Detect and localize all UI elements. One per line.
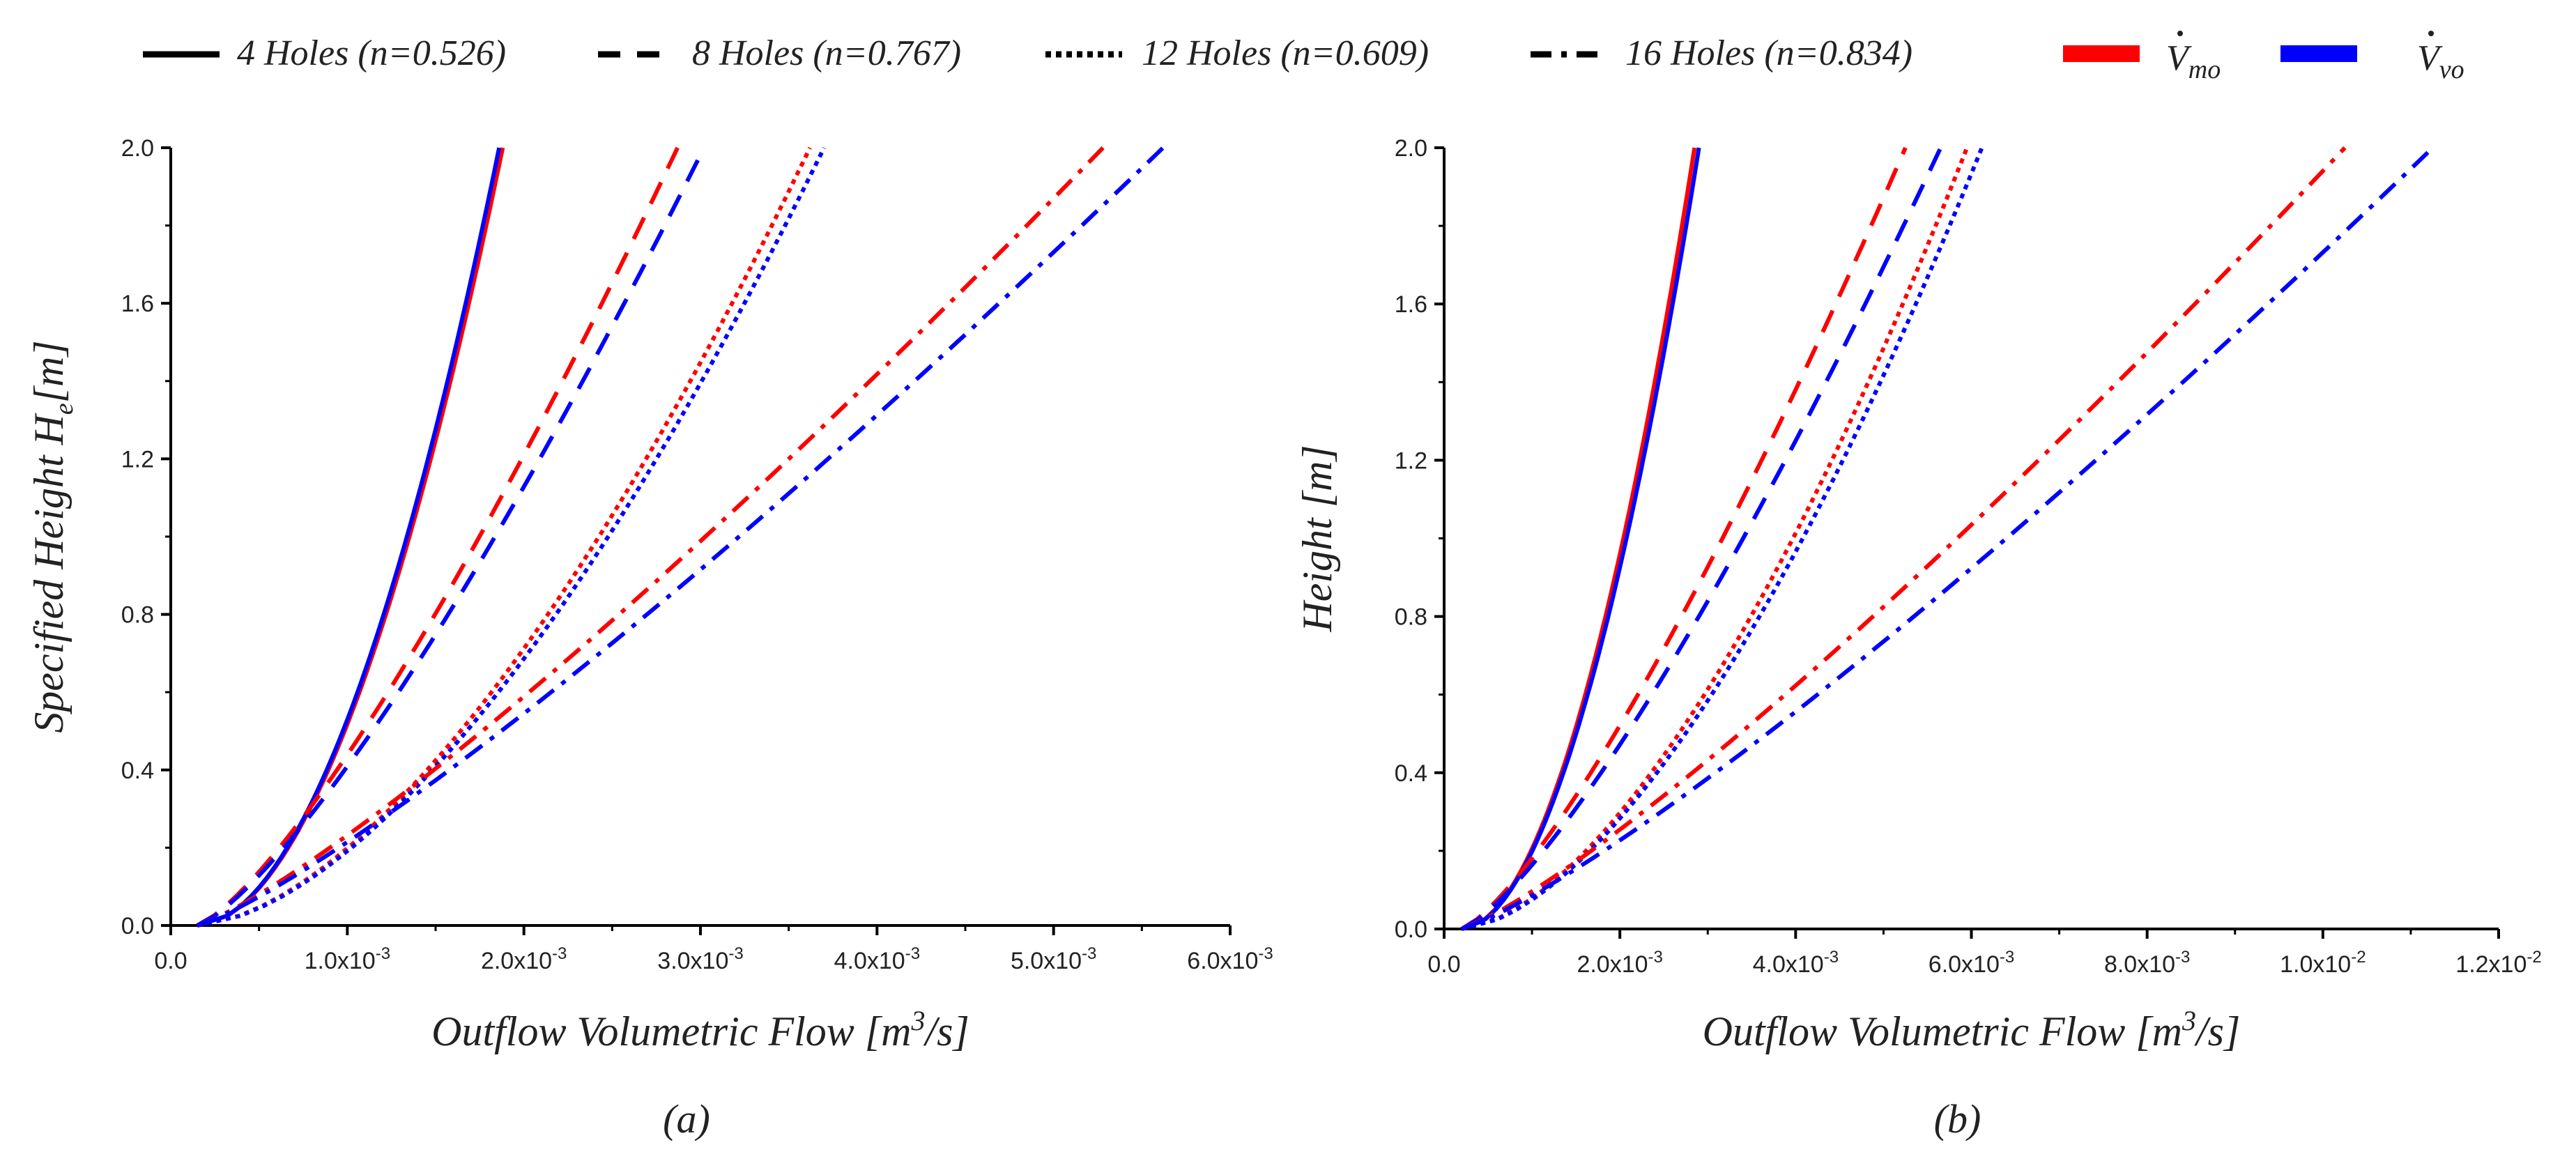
legend-item-4-holes: 4 Holes (n=0.526): [143, 33, 506, 73]
y-axis-title: Height [m]: [1294, 445, 1340, 632]
series-line: [196, 146, 1165, 928]
x-axis-title: Outflow Volumetric Flow [m3/s]: [431, 1005, 969, 1054]
x-tick-label: 1.0x10-3: [305, 944, 390, 974]
x-tick-label: 0.0: [154, 948, 187, 974]
panel-b: 0.0 0.4 0.8 1.2 1.6 2.0 0.0 2.0x10-3 4.0x10-3 6.0…: [1294, 135, 2542, 1142]
y-tick-label: 0.8: [1395, 604, 1427, 631]
legend-item-16-holes: 16 Holes (n=0.834): [1531, 33, 1912, 73]
legend: 4 Holes (n=0.526) 8 Holes (n=0.767) 12 H…: [143, 31, 2464, 84]
series-line: [197, 147, 502, 928]
x-tick-label: 3.0x10-3: [657, 944, 743, 974]
series-line: [1460, 146, 1908, 931]
y-tick-label: 0.4: [121, 758, 154, 784]
legend-label-4-holes: 4 Holes (n=0.526): [237, 33, 506, 73]
x-tick-label: 0.0: [1427, 951, 1460, 978]
x-tick-label: 8.0x10-3: [2104, 948, 2190, 978]
y-tick-label: 1.6: [121, 291, 154, 317]
legend-label-12-holes: 12 Holes (n=0.609): [1142, 33, 1429, 73]
panel-a: 0.0 0.4 0.8 1.2 1.6 2.0 0.0 1.0x10-3 2.0x10-3 3.0…: [26, 135, 1273, 1142]
series-line: [196, 146, 680, 928]
legend-label-8-holes: 8 Holes (n=0.767): [692, 33, 961, 73]
legend-swatch-vmo: [2063, 45, 2140, 62]
y-tick-label: 1.2: [1395, 447, 1427, 474]
series-line: [1461, 146, 1969, 931]
y-tick-label: 0.0: [121, 913, 154, 939]
series-line: [1460, 146, 1943, 931]
x-tick-label: 6.0x10-3: [1187, 944, 1273, 974]
y-tick-label: 1.2: [121, 446, 154, 472]
x-tick-label: 6.0x10-3: [1929, 948, 2014, 978]
series-line: [197, 147, 505, 928]
y-axis-title: Specified Height He[m]: [26, 340, 79, 732]
legend-item-12-holes: 12 Holes (n=0.609): [1045, 33, 1429, 73]
vvo-dot-accent: [2428, 31, 2434, 36]
legend-item-vvo: Vvo: [2280, 31, 2464, 84]
legend-item-8-holes: 8 Holes (n=0.767): [598, 33, 961, 73]
series-line: [1461, 146, 1984, 931]
x-tick-label: 5.0x10-3: [1011, 944, 1096, 974]
series-line: [197, 146, 826, 928]
y-tick-label: 0.4: [1395, 760, 1427, 787]
x-tick-label: 4.0x10-3: [834, 944, 920, 974]
y-tick-label: 1.6: [1395, 291, 1427, 318]
y-tick-label: 0.8: [121, 602, 154, 629]
x-tick-label: 4.0x10-3: [1753, 948, 1839, 978]
legend-label-vmo: Vmo: [2166, 38, 2221, 84]
series-line: [1461, 146, 2347, 931]
legend-swatch-vvo: [2280, 45, 2357, 62]
series-line: [196, 146, 706, 928]
series-line: [197, 146, 812, 928]
x-tick-label: 1.2x10-2: [2455, 948, 2541, 978]
legend-label-vvo: Vvo: [2417, 38, 2464, 84]
series-line: [1461, 147, 1701, 931]
series-line: [196, 146, 1105, 928]
legend-label-16-holes: 16 Holes (n=0.834): [1625, 33, 1912, 73]
y-tick-label: 0.0: [1395, 916, 1427, 943]
series-line: [1461, 146, 2435, 931]
x-tick-label: 2.0x10-3: [1577, 948, 1662, 978]
legend-item-vmo: Vmo: [2063, 31, 2221, 84]
vmo-dot-accent: [2177, 31, 2183, 36]
x-tick-label: 1.0x10-2: [2280, 948, 2366, 978]
y-tick-label: 2.0: [1395, 135, 1427, 162]
panel-caption: (b): [1934, 1096, 1981, 1142]
x-tick-label: 2.0x10-3: [481, 944, 567, 974]
x-axis-title: Outflow Volumetric Flow [m3/s]: [1703, 1005, 2241, 1054]
y-tick-label: 2.0: [121, 135, 154, 162]
panel-caption: (a): [663, 1096, 710, 1142]
